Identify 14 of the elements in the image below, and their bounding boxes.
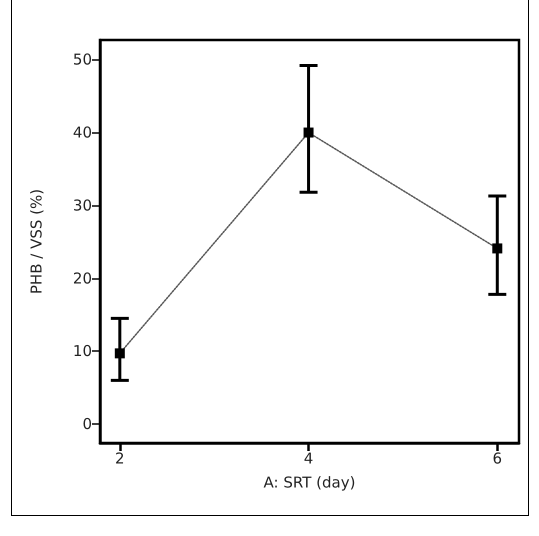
y-tick-label: 50 (72, 50, 92, 69)
x-tick-label: 6 (492, 450, 502, 468)
y-tick-label: 0 (82, 415, 92, 434)
y-tick-label: 30 (72, 196, 92, 214)
point (492, 243, 502, 254)
point (114, 348, 125, 358)
x-tick-label: 4 (304, 450, 314, 468)
y-tick-label: 40 (72, 124, 92, 142)
point (304, 128, 314, 138)
x-axis-title: A: SRT (day) (264, 474, 356, 492)
x-tick-label: 2 (115, 450, 125, 468)
y-tick-label: 20 (72, 269, 92, 288)
y-axis-title: PHB / VSS (%) (28, 188, 46, 294)
y-tick-label: 10 (72, 342, 92, 360)
